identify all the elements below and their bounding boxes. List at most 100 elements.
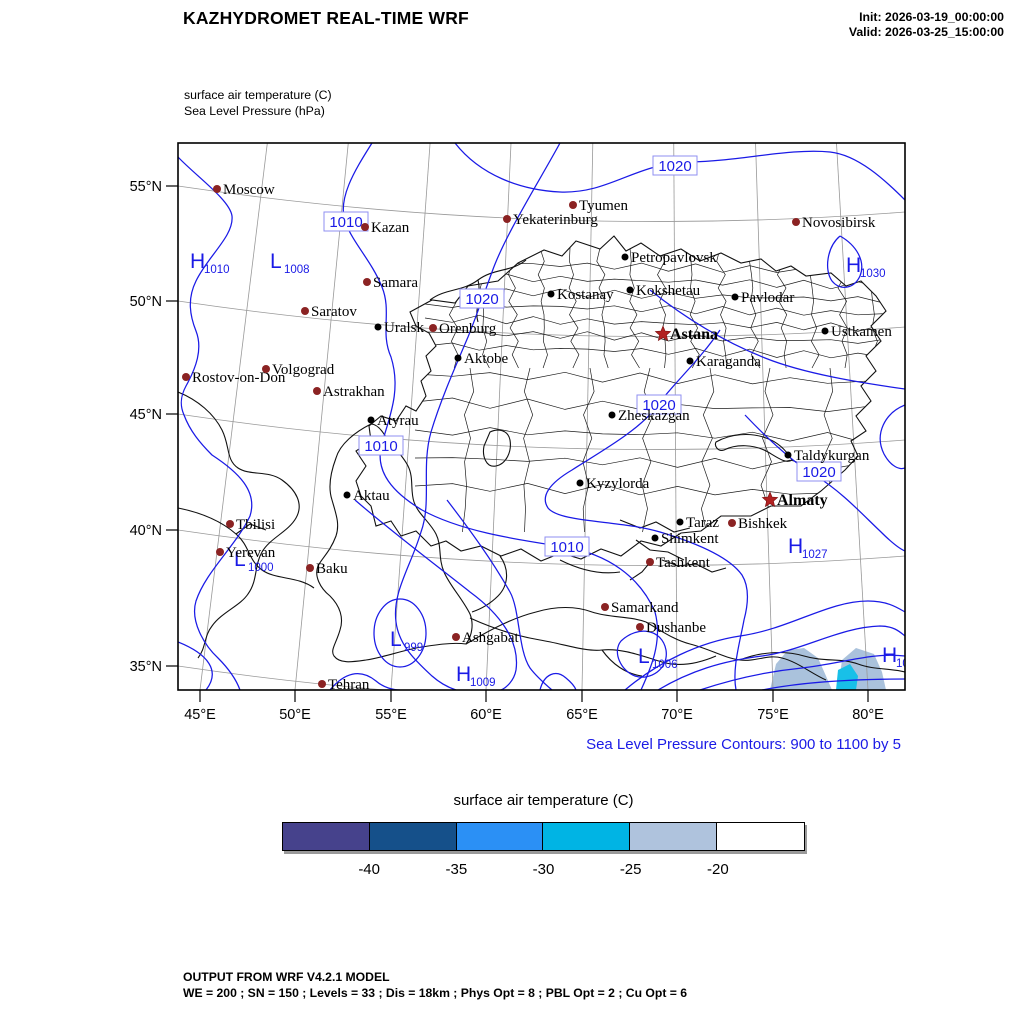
city-label: Novosibirsk — [802, 215, 876, 231]
contour-caption: Sea Level Pressure Contours: 900 to 1100… — [586, 736, 901, 753]
city-dot-icon — [626, 286, 634, 294]
kazakhstan-border — [355, 235, 887, 562]
city-dot-icon — [454, 354, 462, 362]
city-label: Bishkek — [738, 516, 788, 532]
city-dot-icon — [821, 327, 829, 335]
district-border — [641, 367, 654, 533]
city-label: Samara — [373, 275, 418, 291]
field-label-temperature: surface air temperature (C) — [184, 88, 332, 102]
city-label: Yekaterinburg — [513, 212, 598, 228]
lat-label: 45°N — [130, 407, 162, 423]
city-label: Volgograd — [272, 362, 335, 378]
contour-value-labels: 1010 1020 1020 1020 1010 1020 1010 — [323, 155, 842, 557]
contour-label: 1010 — [550, 539, 583, 556]
district-border — [689, 247, 700, 369]
district-border — [596, 247, 609, 369]
capital-star-icon — [761, 491, 779, 508]
city-label: Ashgabat — [462, 630, 519, 646]
district-border — [414, 457, 866, 470]
city-label: Saratov — [311, 304, 357, 320]
city-label: Rostov-on-Don — [192, 370, 286, 386]
pressure-center-value: 1010 — [204, 264, 230, 276]
colorbar — [282, 822, 805, 851]
pressure-center-letter: L — [638, 645, 650, 668]
district-border — [809, 247, 820, 369]
colorbar-tick-label: -35 — [445, 861, 468, 878]
contour-label-box — [323, 211, 369, 232]
contour-label-box — [358, 435, 404, 456]
city-label: Aktobe — [464, 351, 509, 367]
city-dot-icon — [503, 215, 511, 223]
city-dot-icon — [374, 323, 382, 331]
contour-label-box — [544, 536, 590, 557]
pressure-center-value: 1000 — [248, 562, 274, 574]
contour-label: 1020 — [465, 291, 498, 308]
lon-label: 65°E — [566, 707, 598, 723]
colorbar-tick-label: -20 — [706, 861, 729, 878]
district-border — [424, 331, 886, 344]
colorbar-segment — [543, 823, 631, 850]
city-dot-icon — [676, 518, 684, 526]
meridian-line — [485, 143, 512, 690]
model-info: OUTPUT FROM WRF V4.2.1 MODEL WE = 200 ; … — [183, 970, 687, 1001]
city-label: Orenburg — [439, 321, 497, 337]
graticule — [178, 143, 905, 690]
city-label: Almaty — [777, 492, 828, 509]
city-label: Kokshetau — [636, 283, 701, 299]
contour-label-box — [636, 394, 682, 415]
city-dot-icon — [651, 534, 659, 542]
contour-label-box — [652, 155, 698, 176]
city-label: Kostanay — [557, 287, 614, 303]
contour-label-box — [459, 288, 505, 309]
pressure-center-letter: H — [190, 250, 205, 273]
district-border — [657, 247, 667, 369]
city-label: Tbilisi — [236, 517, 275, 533]
city-label: Moscow — [223, 182, 275, 198]
meridian-line — [673, 143, 678, 690]
city-dot-icon — [792, 218, 800, 226]
city-dot-icon — [608, 411, 616, 419]
city-label: Dushanbe — [646, 620, 706, 636]
pressure-center-value: 10 — [896, 658, 909, 670]
map-frame — [177, 142, 906, 691]
city-label: Zheskazgan — [618, 408, 690, 424]
city-label: Pavlodar — [741, 290, 794, 306]
lat-label: 55°N — [130, 179, 162, 195]
contour-label: 1020 — [802, 464, 835, 481]
colorbar-segment — [717, 823, 804, 850]
temperature-shading — [770, 648, 886, 690]
lat-label: 35°N — [130, 659, 162, 675]
district-border — [867, 247, 881, 369]
lat-label: 50°N — [130, 294, 162, 310]
city-label: Yerevan — [226, 545, 276, 561]
pressure-center-letter: L — [234, 548, 246, 571]
pressure-center-value: 999 — [404, 642, 423, 654]
city-dot-icon — [646, 558, 654, 566]
colorbar-tick-label: -30 — [532, 861, 555, 878]
colorbar-tick-label: -40 — [358, 861, 380, 878]
city-dot-icon — [621, 253, 629, 261]
district-border — [716, 247, 728, 369]
city-label: Atyrau — [377, 413, 419, 429]
colorbar-segment — [369, 823, 457, 850]
district-border — [414, 483, 866, 496]
pressure-center-letter: H — [456, 663, 471, 686]
pressure-center-value: 1008 — [284, 264, 310, 276]
init-time: Init: 2026-03-19_00:00:00 — [859, 10, 1004, 24]
pressure-center-letter: L — [390, 628, 402, 651]
district-border — [447, 247, 459, 369]
field-label-pressure: Sea Level Pressure (hPa) — [184, 103, 325, 118]
meridian-line — [581, 143, 594, 690]
contour-label: 1010 — [364, 438, 397, 455]
district-border — [776, 247, 788, 369]
contour-label: 1010 — [329, 214, 362, 231]
lon-label: 60°E — [470, 707, 502, 723]
meridian-line — [755, 143, 774, 690]
colorbar-segment — [456, 823, 544, 850]
city-label: Samarkand — [611, 600, 679, 616]
contour-label: 1020 — [642, 397, 675, 414]
contour-label-box — [796, 461, 842, 482]
